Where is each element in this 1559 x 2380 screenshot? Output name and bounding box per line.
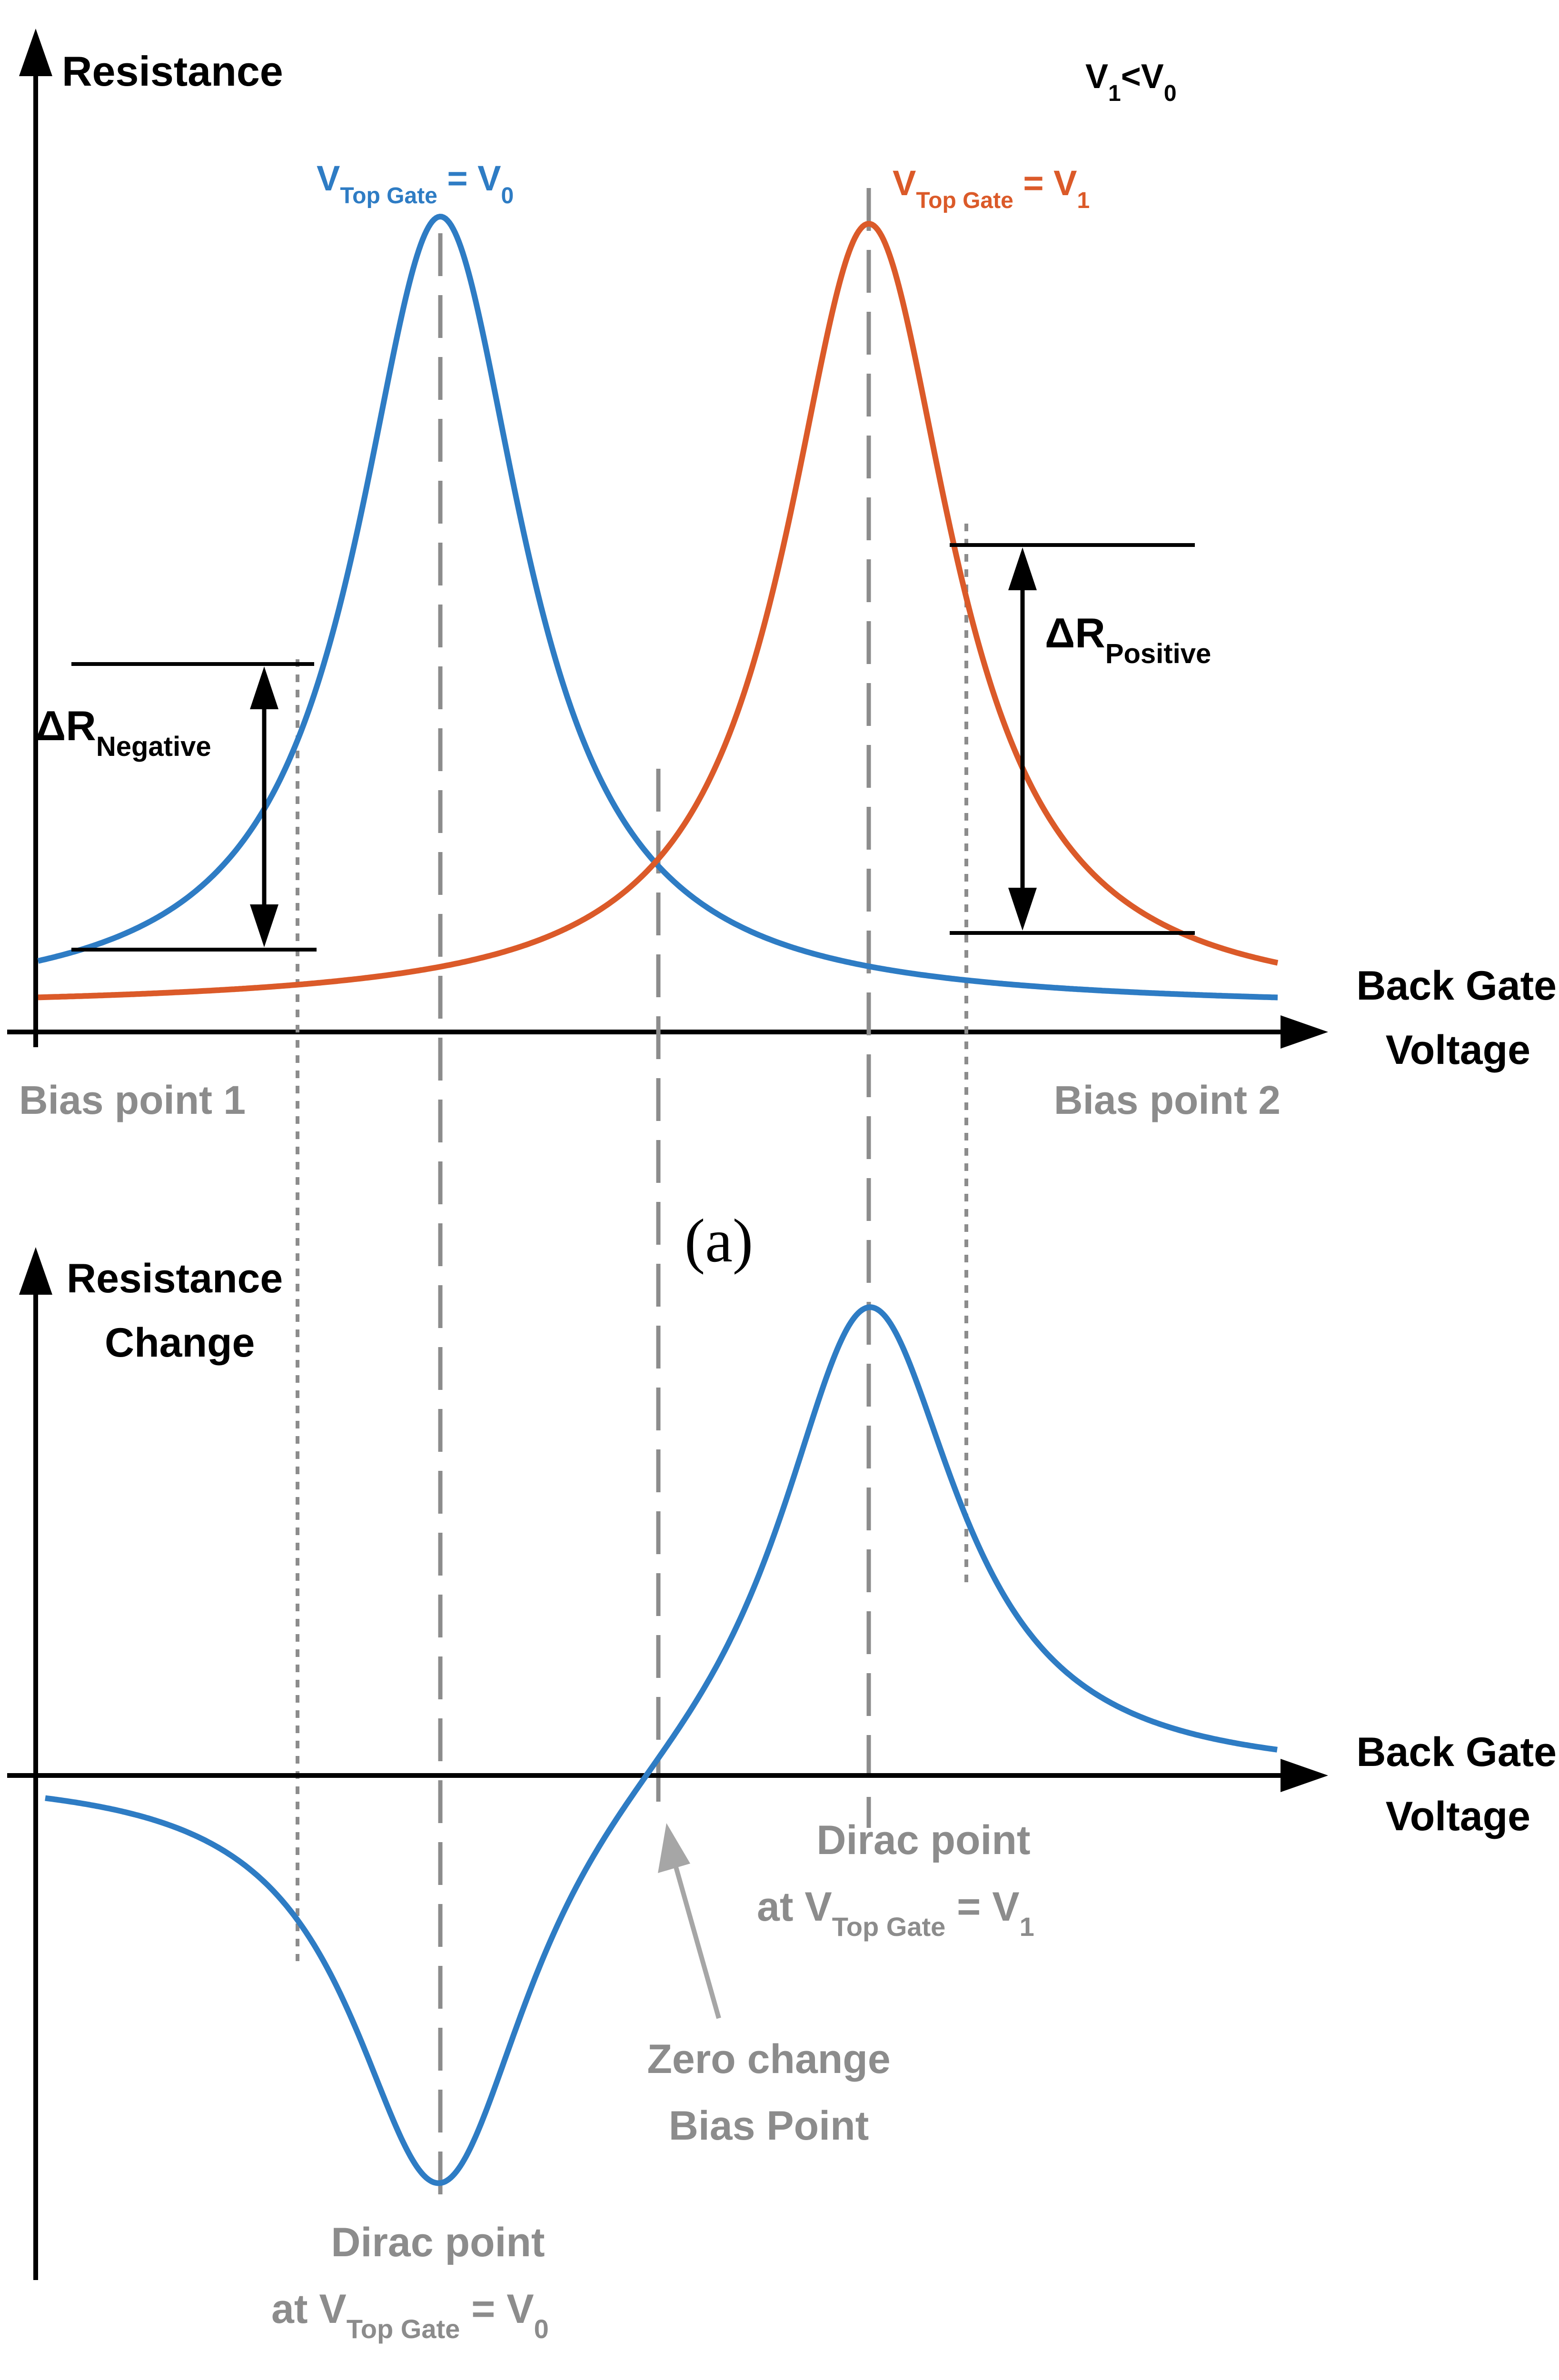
panel-a-y-axis-label: Resistance	[62, 48, 283, 95]
zero-change-arrow	[671, 1858, 721, 2019]
resistance-change-curve	[45, 1304, 1278, 2186]
dirac-v0-label-line1: Dirac point	[331, 2220, 545, 2265]
bias-point-1-label: Bias point 1	[19, 1078, 246, 1122]
resistance-curve-v1	[38, 220, 1279, 1001]
panel-b-x-axis-arrowhead	[1281, 1759, 1328, 1792]
dirac-v1-label-line1: Dirac point	[816, 1817, 1030, 1863]
delta-positive-label: ΔRPositive	[1045, 609, 1211, 669]
panel-b: Resistance Change Back Gate Voltage Dira…	[7, 1247, 1557, 2380]
panel-a-x-axis-label-line2: Voltage	[1386, 1027, 1530, 1073]
panel-a: Resistance V1<V0 VTop Gate = V0 VTop Gat…	[7, 29, 1557, 2199]
condition-label: V1<V0	[1085, 58, 1177, 106]
resistance-curve-v0	[37, 213, 1278, 1001]
panel-b-y-axis-arrowhead	[19, 1247, 52, 1295]
panel-b-caption: (b)	[652, 2373, 724, 2380]
curve-v1-label: VTop Gate = V1	[893, 163, 1090, 213]
dirac-v0-label-line2: at VTop Gate = V0	[271, 2286, 549, 2344]
panel-b-x-axis-label-line2: Voltage	[1386, 1794, 1530, 1839]
panel-a-caption: (a)	[685, 1207, 753, 1275]
zero-change-label-line1: Zero change	[647, 2036, 890, 2082]
zero-change-label-line2: Bias Point	[669, 2103, 869, 2149]
zero-change-arrowhead	[658, 1823, 690, 1873]
bias-point-2-label: Bias point 2	[1054, 1078, 1281, 1122]
delta-negative-label: ΔRNegative	[36, 702, 211, 762]
curve-v0-label: VTop Gate = V0	[317, 159, 514, 208]
dirac-v1-label-line2: at VTop Gate = V1	[757, 1884, 1034, 1942]
panel-a-x-axis-arrowhead	[1281, 1015, 1328, 1049]
delta-positive-arrowhead-down	[1008, 888, 1037, 931]
panel-a-y-axis-arrowhead	[19, 29, 52, 76]
delta-negative-arrowhead-down	[250, 904, 278, 947]
delta-negative-arrowhead-up	[250, 666, 278, 709]
delta-positive-arrowhead-up	[1008, 547, 1037, 590]
panel-b-x-axis-label-line1: Back Gate	[1356, 1729, 1557, 1775]
panel-b-y-axis-label-line2: Change	[105, 1320, 255, 1366]
panel-b-y-axis-label-line1: Resistance	[67, 1256, 283, 1301]
panel-a-x-axis-label-line1: Back Gate	[1356, 963, 1557, 1009]
